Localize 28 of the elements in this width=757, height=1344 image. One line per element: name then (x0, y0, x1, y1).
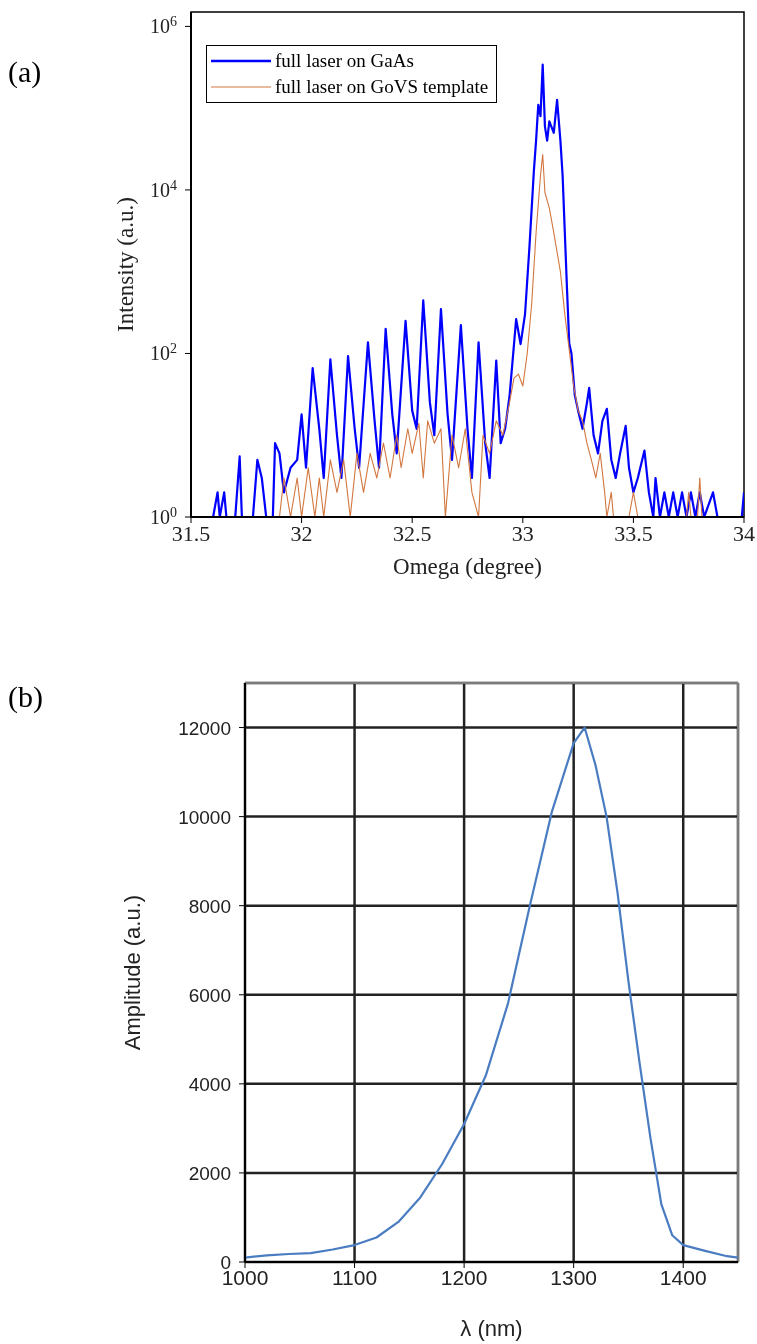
line-series (278, 154, 703, 517)
legend-label: full laser on GaAs (275, 49, 414, 73)
y-axis-title: Intensity (a.u.) (113, 197, 139, 332)
x-tick-label: 1200 (440, 1265, 488, 1289)
x-tick-label: 1400 (659, 1265, 707, 1289)
y-tick-label: 4000 (188, 1073, 231, 1095)
y-tick-label: 10$^{6}$ (150, 13, 177, 38)
x-tick-label: 1300 (550, 1265, 598, 1289)
x-tick-label: 33 (511, 520, 534, 546)
line-series (245, 726, 738, 1259)
y-axis-title: Amplitude (a.u.) (119, 894, 145, 1051)
x-axis-title: λ (nm) (460, 1316, 523, 1341)
y-tick-label: 6000 (188, 984, 231, 1006)
x-axis-title: Omega (degree) (393, 554, 542, 579)
x-tick-label: 32.5 (392, 520, 432, 546)
y-tick-label: 10$^{2}$ (150, 340, 177, 365)
x-tick-label: 32 (290, 520, 313, 546)
text: (a) (8, 55, 42, 89)
x-tick-label: 1100 (331, 1265, 378, 1289)
y-tick-label: 2000 (188, 1162, 231, 1184)
y-tick-label: 8000 (188, 895, 231, 917)
x-tick-label: 33.5 (614, 520, 653, 546)
legend-label: full laser on GoVS template (275, 75, 489, 99)
y-tick-label: 10$^{4}$ (150, 177, 177, 201)
y-tick-label: 12000 (178, 717, 231, 739)
x-tick-label: 34 (733, 520, 755, 546)
y-tick-label: 10000 (178, 806, 231, 828)
text: (b) (8, 680, 43, 714)
